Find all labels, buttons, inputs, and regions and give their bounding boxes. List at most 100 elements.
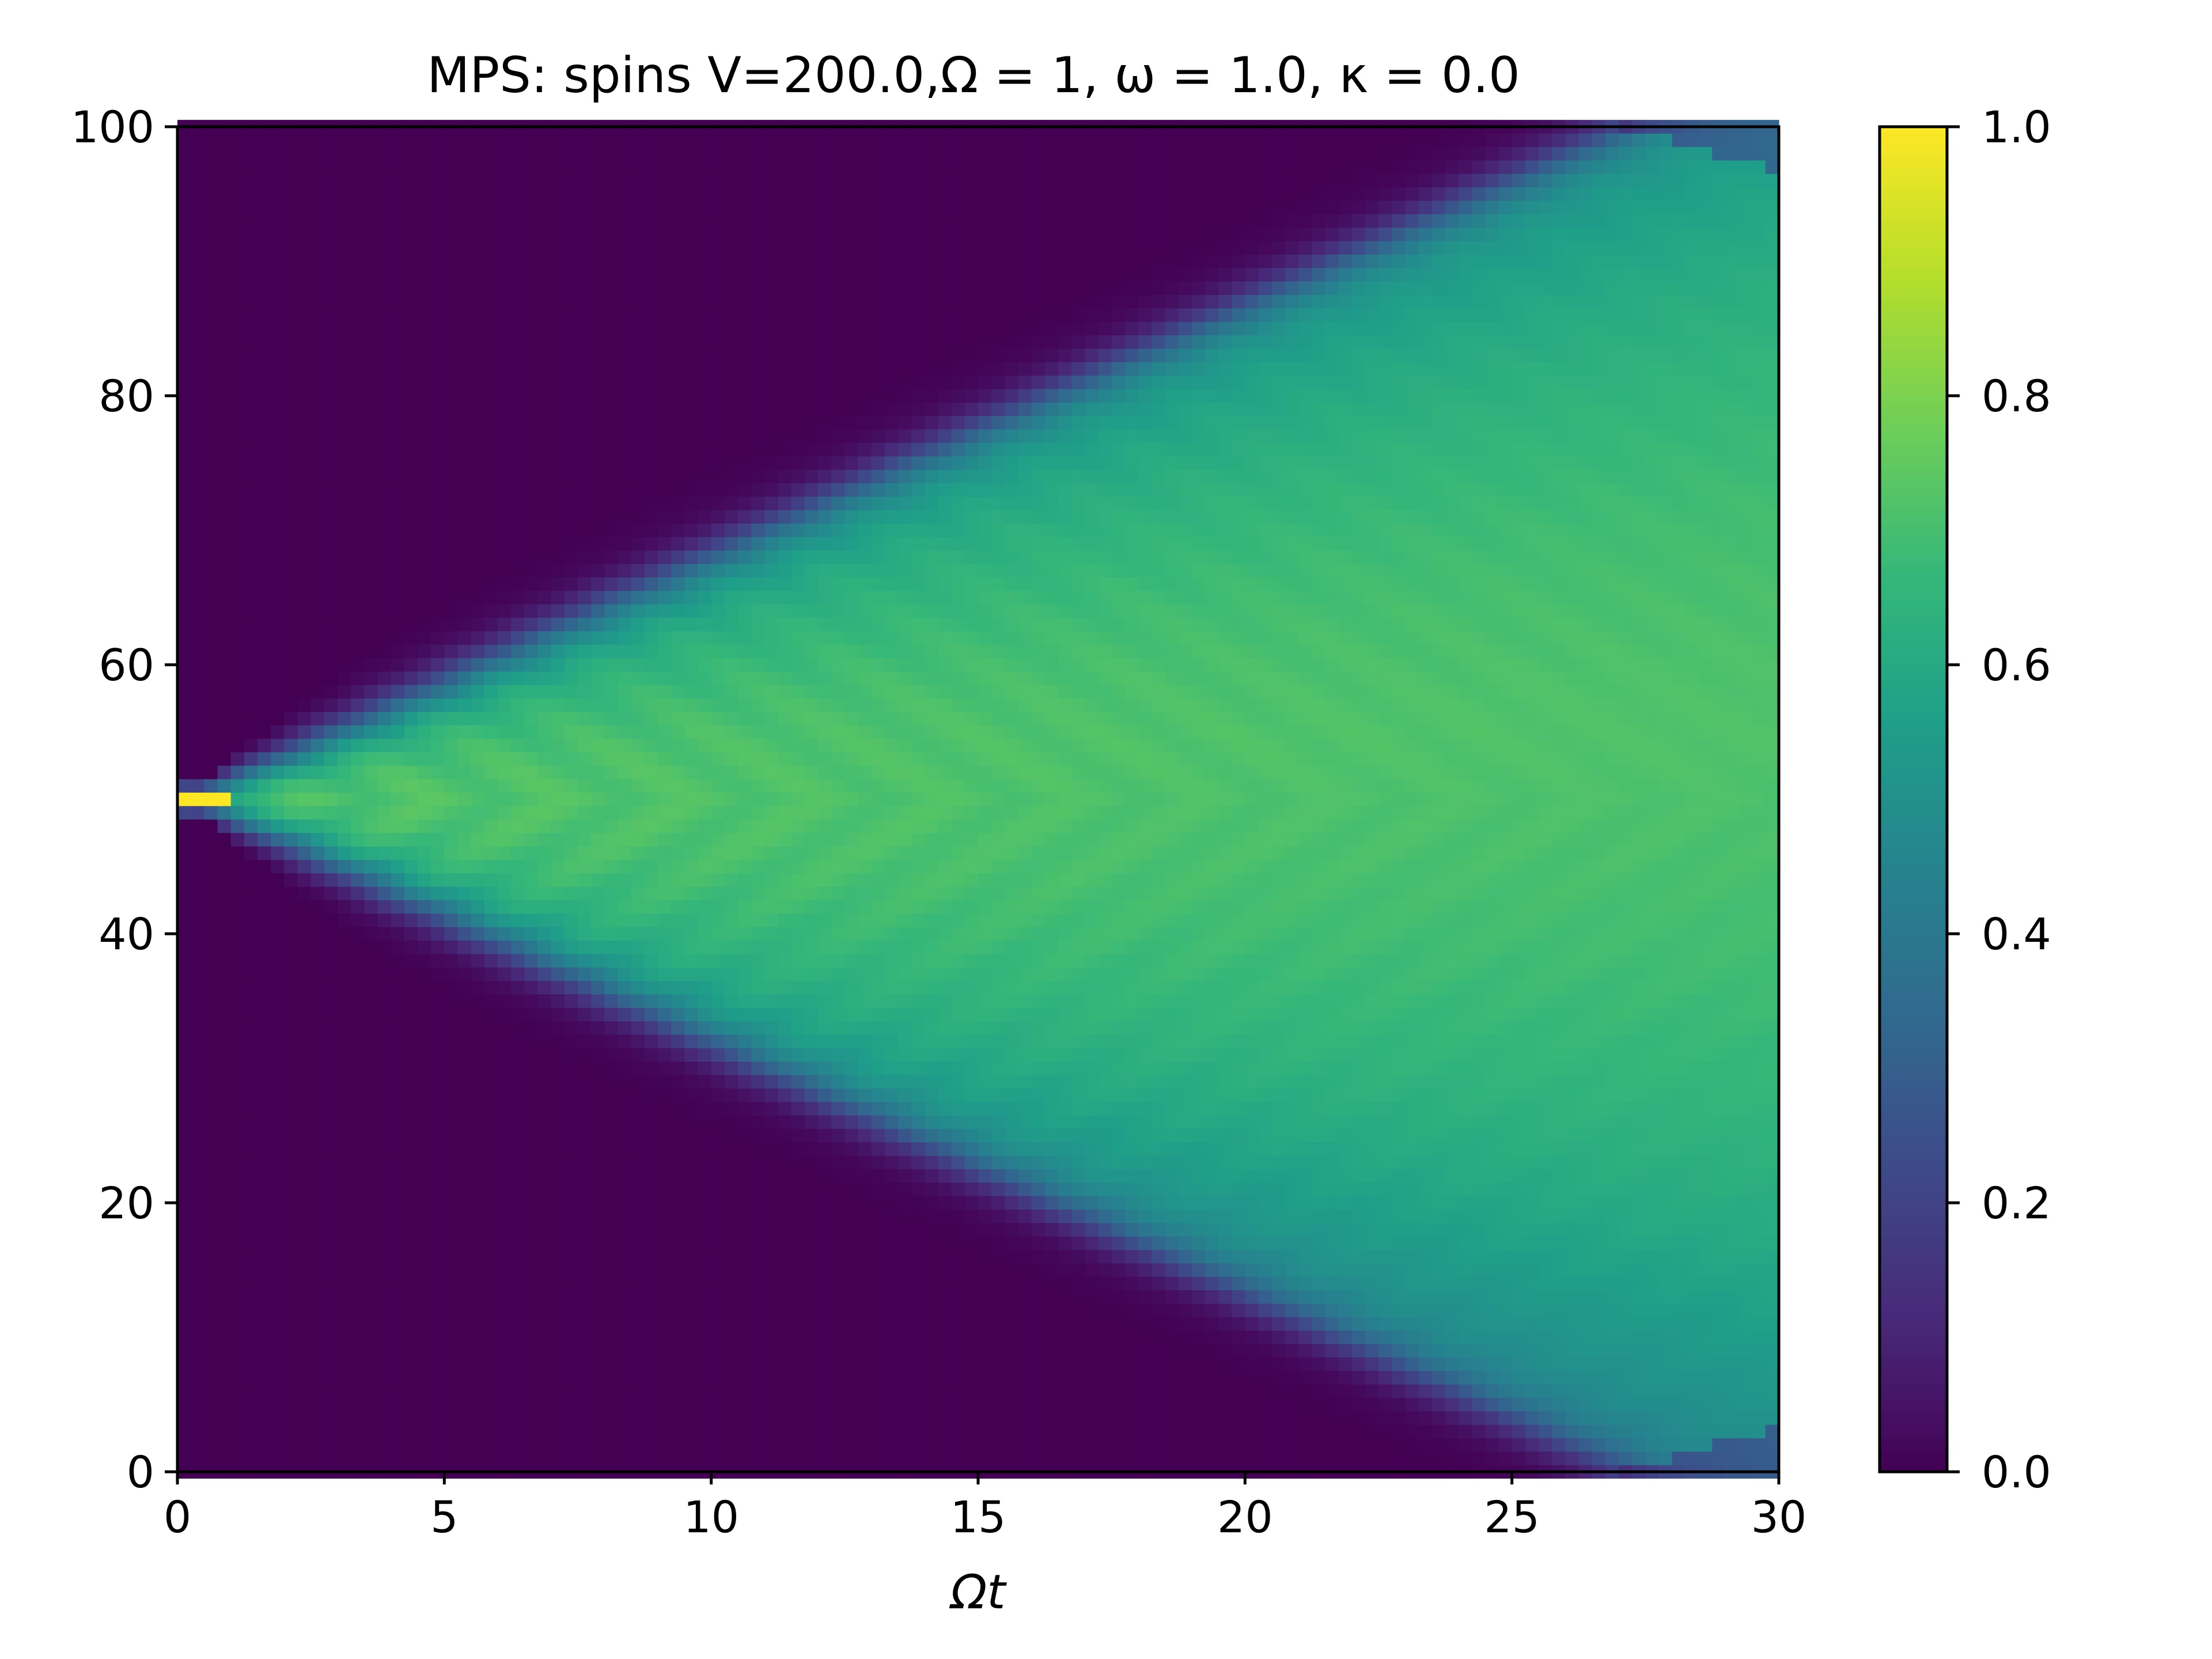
heatmap-cell: [804, 711, 819, 726]
heatmap-cell: [244, 725, 258, 739]
heatmap-cell: [751, 1128, 765, 1143]
heatmap-cell: [444, 779, 459, 793]
heatmap-cell: [524, 1290, 539, 1304]
heatmap-cell: [204, 523, 218, 537]
heatmap-cell: [738, 349, 752, 362]
heatmap-cell: [804, 779, 819, 793]
heatmap-cell: [244, 1007, 258, 1021]
heatmap-cell: [537, 1034, 552, 1048]
heatmap-cell: [618, 1156, 632, 1169]
heatmap-cell: [511, 846, 525, 860]
heatmap-cell: [338, 859, 351, 874]
heatmap-cell: [310, 483, 325, 497]
heatmap-cell: [698, 1222, 712, 1237]
heatmap-cell: [804, 550, 819, 565]
heatmap-cell: [564, 1196, 578, 1210]
heatmap-cell: [177, 1061, 191, 1075]
heatmap-cell: [591, 267, 605, 282]
heatmap-cell: [578, 550, 592, 565]
heatmap-cell: [484, 1411, 498, 1425]
heatmap-cell: [551, 618, 565, 631]
heatmap-cell: [551, 1290, 565, 1304]
heatmap-cell: [524, 994, 539, 1008]
heatmap-cell: [257, 590, 271, 605]
heatmap-cell: [191, 281, 204, 296]
heatmap-cell: [751, 994, 765, 1008]
heatmap-cell: [338, 604, 351, 618]
heatmap-cell: [471, 994, 485, 1008]
heatmap-cell: [244, 1277, 258, 1290]
heatmap-cell: [404, 321, 418, 336]
heatmap-cell: [618, 389, 632, 403]
heatmap-cell: [778, 415, 792, 430]
heatmap-cell: [484, 281, 498, 296]
heatmap-cell: [471, 550, 485, 565]
heatmap-cell: [724, 832, 738, 847]
heatmap-cell: [618, 779, 632, 793]
heatmap-cell: [804, 1438, 819, 1452]
heatmap-cell: [310, 1021, 325, 1035]
heatmap-cell: [324, 1303, 338, 1317]
heatmap-cell: [618, 1438, 632, 1452]
heatmap-cell: [444, 1156, 459, 1169]
heatmap-cell: [764, 1303, 779, 1317]
heatmap-cell: [711, 1357, 725, 1372]
heatmap-cell: [578, 1290, 592, 1304]
heatmap-cell: [324, 1357, 338, 1372]
heatmap-cell: [244, 389, 258, 403]
heatmap-cell: [804, 805, 819, 820]
heatmap-cell: [511, 349, 525, 362]
heatmap-cell: [698, 752, 712, 766]
heatmap-cell: [511, 1142, 525, 1156]
heatmap-cell: [618, 483, 632, 497]
heatmap-cell: [484, 160, 498, 174]
heatmap-cell: [764, 550, 779, 565]
heatmap-cell: [644, 510, 658, 524]
heatmap-cell: [364, 389, 378, 403]
heatmap-cell: [297, 644, 312, 658]
heatmap-cell: [217, 577, 232, 591]
heatmap-cell: [404, 887, 418, 900]
heatmap-cell: [631, 1034, 645, 1048]
heatmap-cell: [191, 953, 204, 968]
heatmap-cell: [618, 711, 632, 726]
heatmap-cell: [658, 1451, 672, 1465]
heatmap-cell: [364, 1277, 378, 1290]
heatmap-cell: [804, 335, 819, 349]
heatmap-cell: [271, 133, 285, 147]
heatmap-cell: [351, 349, 365, 362]
heatmap-cell: [257, 1263, 271, 1277]
heatmap-cell: [578, 604, 592, 618]
heatmap-cell: [404, 442, 418, 457]
heatmap-cell: [764, 1182, 779, 1196]
heatmap-cell: [818, 254, 832, 268]
heatmap-cell: [698, 187, 712, 201]
heatmap-cell: [230, 214, 245, 228]
heatmap-cell: [578, 294, 592, 309]
heatmap-cell: [404, 173, 418, 188]
heatmap-cell: [444, 1263, 459, 1277]
heatmap-cell: [324, 321, 338, 336]
heatmap-cell: [711, 805, 725, 820]
heatmap-cell: [444, 631, 459, 645]
heatmap-cell: [351, 1303, 365, 1317]
heatmap-cell: [551, 200, 565, 214]
heatmap-cell: [217, 1048, 232, 1062]
heatmap-cell: [551, 1384, 565, 1398]
heatmap-cell: [631, 590, 645, 605]
heatmap-cell: [324, 133, 338, 147]
heatmap-cell: [391, 980, 405, 995]
heatmap-cell: [377, 523, 392, 537]
heatmap-cell: [604, 859, 619, 874]
heatmap-cell: [271, 658, 285, 672]
heatmap-cell: [431, 752, 445, 766]
heatmap-cell: [738, 1438, 752, 1452]
heatmap-cell: [230, 590, 245, 605]
heatmap-cell: [191, 133, 204, 147]
heatmap-cell: [604, 765, 619, 779]
heatmap-cell: [257, 671, 271, 685]
heatmap-cell: [818, 160, 832, 174]
heatmap-cell: [484, 1101, 498, 1116]
heatmap-cell: [457, 214, 472, 228]
heatmap-cell: [377, 1088, 392, 1103]
